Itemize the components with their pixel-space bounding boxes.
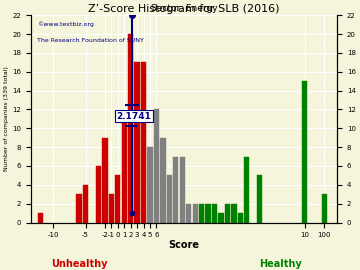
Bar bbox=[160, 138, 166, 222]
Bar bbox=[102, 138, 108, 222]
Bar bbox=[141, 62, 146, 222]
Bar bbox=[96, 166, 101, 222]
Bar bbox=[167, 176, 172, 222]
Bar bbox=[321, 194, 327, 222]
Text: 2.1741: 2.1741 bbox=[117, 112, 152, 121]
Bar bbox=[38, 213, 43, 222]
Bar bbox=[115, 176, 120, 222]
Y-axis label: Number of companies (339 total): Number of companies (339 total) bbox=[4, 66, 9, 171]
Bar bbox=[218, 213, 224, 222]
Bar bbox=[199, 204, 204, 222]
Bar bbox=[135, 62, 140, 222]
Bar bbox=[231, 204, 237, 222]
Bar bbox=[302, 81, 307, 222]
Text: The Research Foundation of SUNY: The Research Foundation of SUNY bbox=[37, 38, 144, 43]
Bar bbox=[128, 34, 133, 222]
Bar bbox=[83, 185, 88, 222]
Text: ©www.textbiz.org: ©www.textbiz.org bbox=[37, 21, 94, 27]
Bar bbox=[238, 213, 243, 222]
Bar bbox=[225, 204, 230, 222]
Bar bbox=[186, 204, 192, 222]
Bar bbox=[109, 194, 114, 222]
Bar bbox=[76, 194, 82, 222]
Text: Sector: Energy: Sector: Energy bbox=[150, 4, 217, 13]
X-axis label: Score: Score bbox=[168, 240, 199, 250]
Bar bbox=[193, 204, 198, 222]
Bar bbox=[244, 157, 249, 222]
Title: Z’-Score Histogram for SLB (2016): Z’-Score Histogram for SLB (2016) bbox=[88, 5, 280, 15]
Bar bbox=[257, 176, 262, 222]
Bar bbox=[154, 109, 159, 222]
Bar bbox=[173, 157, 179, 222]
Bar bbox=[122, 119, 127, 222]
Text: Healthy: Healthy bbox=[260, 259, 302, 269]
Bar bbox=[180, 157, 185, 222]
Bar bbox=[212, 204, 217, 222]
Text: Unhealthy: Unhealthy bbox=[51, 259, 107, 269]
Bar bbox=[206, 204, 211, 222]
Bar bbox=[147, 147, 153, 222]
